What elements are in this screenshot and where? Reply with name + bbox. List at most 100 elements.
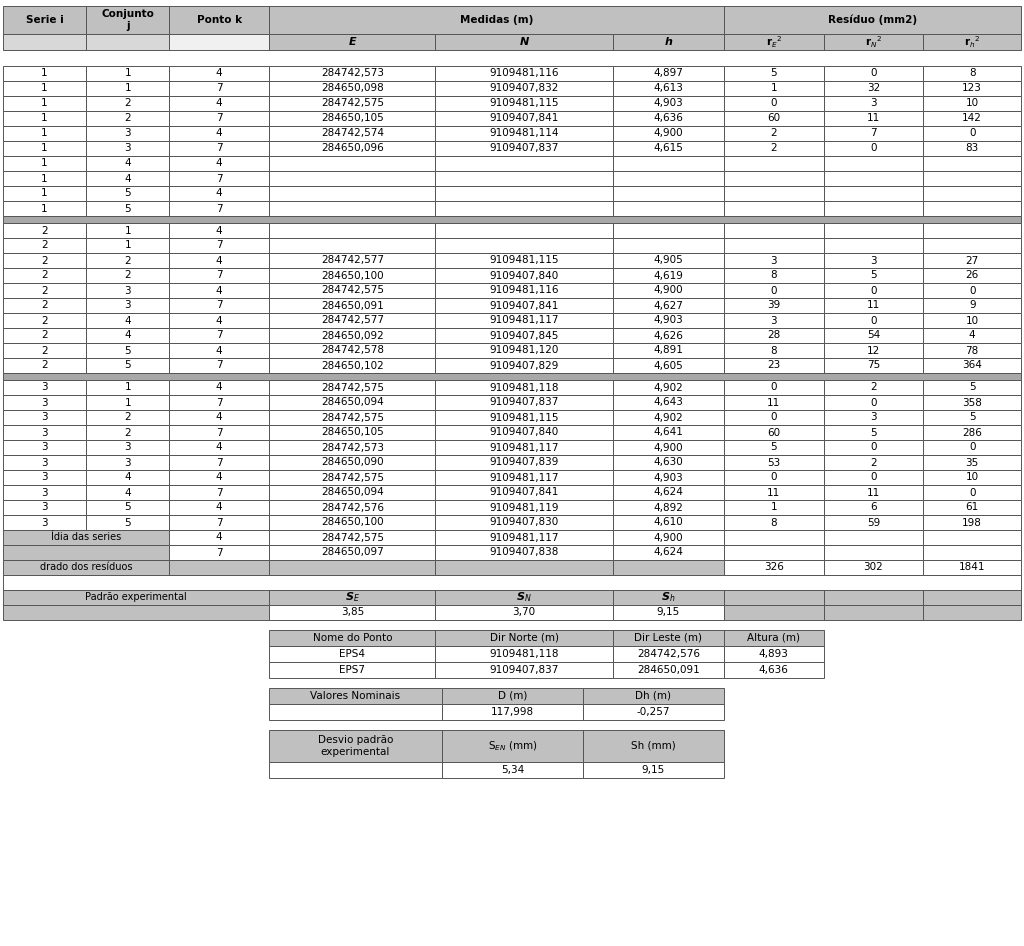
Text: EPS7: EPS7 [339,665,366,675]
Bar [924,111,1021,126]
Text: 7: 7 [216,114,222,124]
Bar [924,126,1021,141]
Bar [924,515,1021,530]
Text: S$_E$: S$_E$ [345,590,359,604]
Text: 117,998: 117,998 [490,707,534,717]
Bar [435,485,613,500]
Bar [269,688,442,704]
Bar [269,630,435,646]
Bar [269,440,435,455]
Bar [86,485,169,500]
Text: Resíduo (mm2): Resíduo (mm2) [827,15,916,26]
Bar [269,313,435,328]
Bar [269,662,435,678]
Bar [169,126,269,141]
Text: Desvio padrão
experimental: Desvio padrão experimental [317,735,393,757]
Text: 59: 59 [867,517,881,528]
Bar [86,440,169,455]
Text: E: E [348,37,356,47]
Text: 2: 2 [41,255,48,266]
Bar [724,223,823,238]
Text: 9109407,837: 9109407,837 [489,665,559,675]
Bar [613,141,724,156]
Text: 9109481,116: 9109481,116 [489,286,559,295]
Bar [724,455,823,470]
Bar [169,6,269,34]
Bar [435,201,613,216]
Bar [86,171,169,186]
Bar [613,545,724,560]
Bar [269,223,435,238]
Bar [86,298,169,313]
Bar [269,156,435,171]
Text: 9109407,841: 9109407,841 [489,487,559,498]
Bar [435,470,613,485]
Text: 7: 7 [216,487,222,498]
Text: 284742,575: 284742,575 [321,533,384,542]
Text: Dir Leste (m): Dir Leste (m) [634,633,702,643]
Text: 4: 4 [216,188,222,199]
Bar [269,380,435,395]
Text: 4,641: 4,641 [653,428,683,437]
Text: N: N [519,37,528,47]
Bar [724,630,823,646]
Bar [613,560,724,575]
Text: 9109407,837: 9109407,837 [489,397,559,408]
Text: 1: 1 [125,68,131,79]
Text: 9109481,114: 9109481,114 [489,129,559,138]
Bar [435,81,613,96]
Bar [724,328,823,343]
Text: 4,630: 4,630 [653,458,683,467]
Bar [823,395,924,410]
Bar [3,358,86,373]
Text: 4: 4 [216,129,222,138]
Text: 1: 1 [41,203,48,214]
Text: 7: 7 [216,397,222,408]
Text: 284742,575: 284742,575 [321,98,384,109]
Bar [724,343,823,358]
Text: 364: 364 [963,360,982,371]
Bar [269,470,435,485]
Bar [435,560,613,575]
Bar [613,328,724,343]
Text: 3: 3 [125,286,131,295]
Bar [269,410,435,425]
Text: 7: 7 [216,144,222,153]
Text: S$_h$: S$_h$ [662,590,676,604]
Text: 23: 23 [767,360,780,371]
Bar [3,410,86,425]
Bar [724,268,823,283]
Text: 4: 4 [216,286,222,295]
Bar [269,646,435,662]
Bar [269,545,435,560]
Bar [613,515,724,530]
Bar [3,186,86,201]
Bar [3,66,86,81]
Bar [924,328,1021,343]
Text: 4: 4 [216,412,222,423]
Bar [169,545,269,560]
Text: 9109481,119: 9109481,119 [489,502,559,513]
Text: 4,610: 4,610 [653,517,683,528]
Bar [613,646,724,662]
Text: 0: 0 [969,129,976,138]
Bar [269,762,442,778]
Text: 1: 1 [770,502,777,513]
Bar [3,253,86,268]
Text: 0: 0 [770,382,777,393]
Bar [823,298,924,313]
Text: 2: 2 [770,129,777,138]
Bar [269,126,435,141]
Bar [724,515,823,530]
Text: 0: 0 [870,286,877,295]
Text: 9109407,832: 9109407,832 [489,83,559,94]
Text: 8: 8 [770,517,777,528]
Bar [724,201,823,216]
Bar [3,216,1021,223]
Bar [823,545,924,560]
Bar [435,440,613,455]
Bar [823,171,924,186]
Bar [823,560,924,575]
Text: 4,892: 4,892 [653,502,683,513]
Text: 5: 5 [969,412,976,423]
